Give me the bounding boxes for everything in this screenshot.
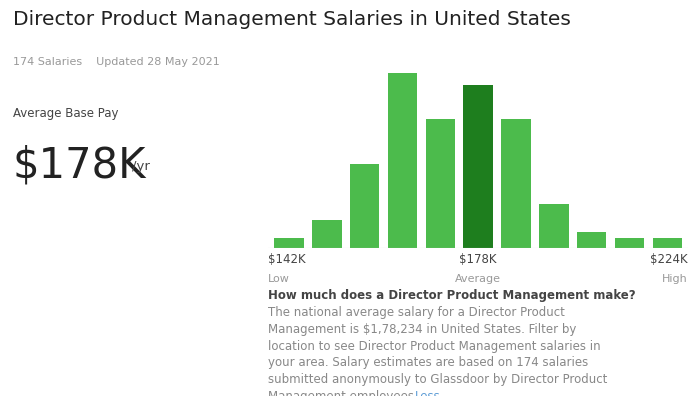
Text: $178K: $178K <box>459 253 497 266</box>
Text: Less: Less <box>414 390 440 396</box>
Text: Average: Average <box>455 274 501 284</box>
Text: How much does a Director Product Management make?: How much does a Director Product Managem… <box>268 289 636 302</box>
Text: Management is $1,78,234 in United States. Filter by: Management is $1,78,234 in United States… <box>268 323 577 336</box>
Bar <box>501 119 531 248</box>
Bar <box>388 73 417 248</box>
Bar <box>426 119 455 248</box>
Text: submitted anonymously to Glassdoor by Director Product: submitted anonymously to Glassdoor by Di… <box>268 373 608 386</box>
Text: Management employees.: Management employees. <box>268 390 421 396</box>
Text: The national average salary for a Director Product: The national average salary for a Direct… <box>268 306 565 319</box>
Bar <box>615 238 644 248</box>
Bar <box>577 232 606 248</box>
Text: $224K: $224K <box>650 253 688 266</box>
Text: $142K: $142K <box>268 253 306 266</box>
Text: /yr: /yr <box>132 160 150 173</box>
Text: Low: Low <box>268 274 290 284</box>
Text: 174 Salaries    Updated 28 May 2021: 174 Salaries Updated 28 May 2021 <box>13 57 219 67</box>
Text: your area. Salary estimates are based on 174 salaries: your area. Salary estimates are based on… <box>268 356 588 369</box>
Text: location to see Director Product Management salaries in: location to see Director Product Managem… <box>268 339 601 352</box>
Bar <box>539 204 568 248</box>
Bar <box>350 164 379 248</box>
Text: Average Base Pay: Average Base Pay <box>13 107 118 120</box>
Text: Director Product Management Salaries in United States: Director Product Management Salaries in … <box>13 10 570 29</box>
Bar <box>312 220 342 248</box>
Text: High: High <box>662 274 688 284</box>
Bar <box>652 238 682 248</box>
Bar <box>274 238 304 248</box>
Bar <box>463 85 493 248</box>
Text: $178K: $178K <box>13 145 146 187</box>
